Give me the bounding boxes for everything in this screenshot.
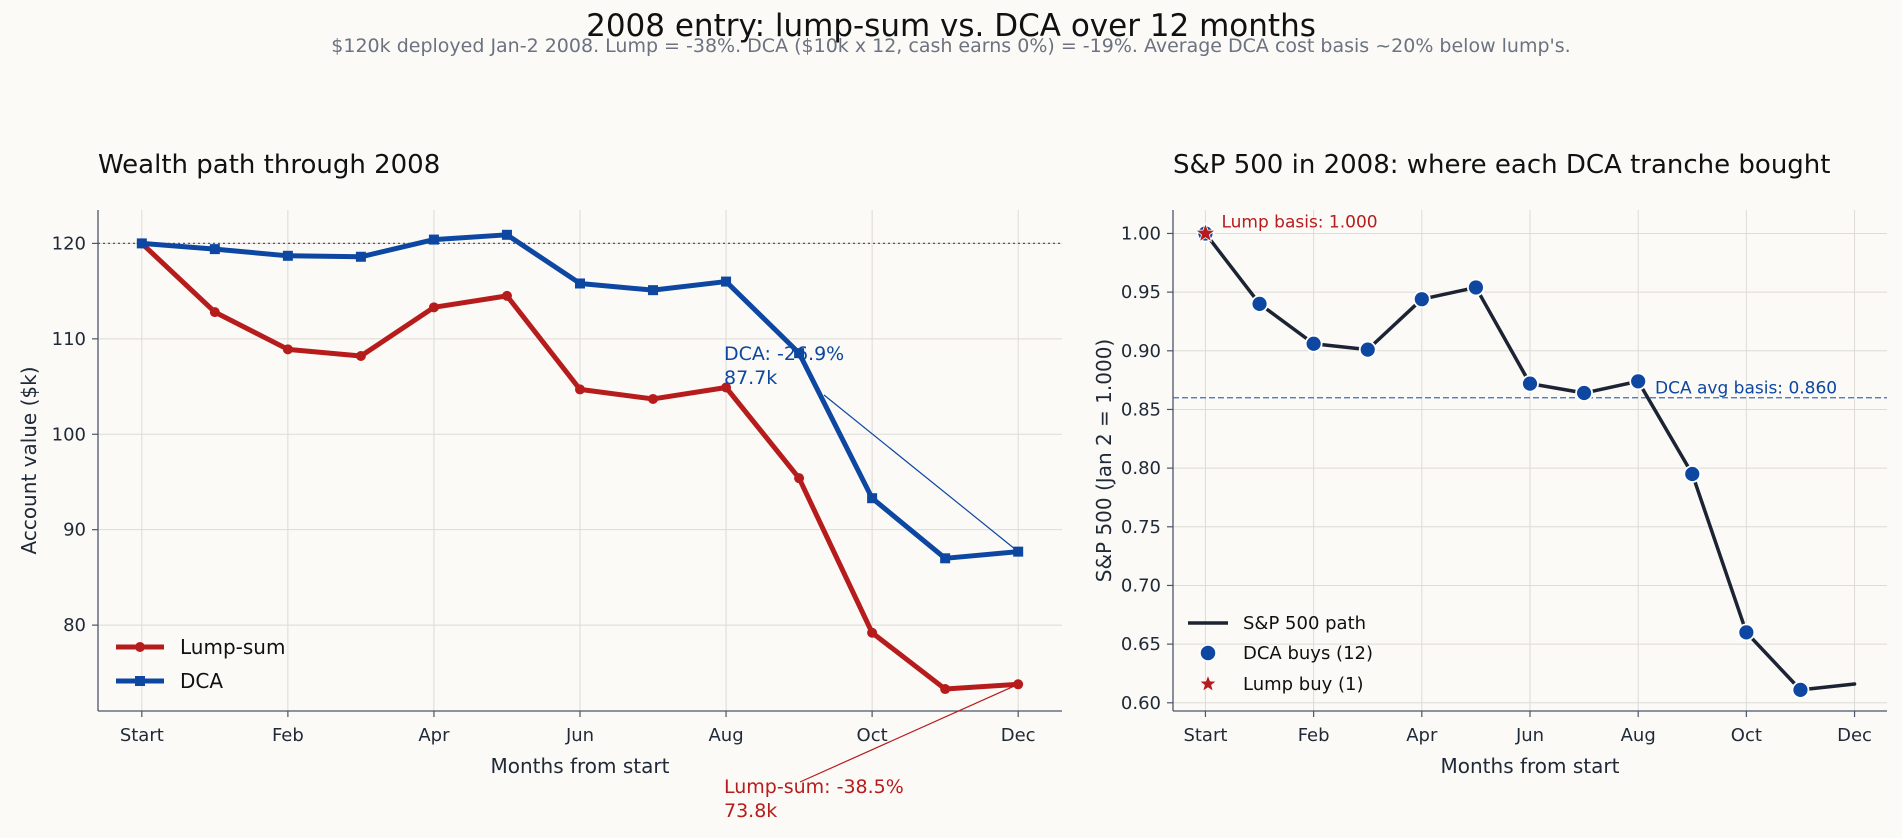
lump-buy-star — [1194, 222, 1217, 243]
left-chart-point-dca — [355, 251, 366, 262]
left-chart-y-axis-label: Account value ($k) — [17, 366, 41, 554]
legend-marker-dca — [135, 676, 145, 686]
left-chart-point-lump — [794, 473, 805, 484]
left-chart-point-lump — [209, 307, 220, 318]
left-chart-plot: DCA: -26.9%87.7k Lump-sum: -38.5%73.8k — [98, 229, 1062, 822]
left-chart-point-lump — [721, 382, 732, 393]
left-chart-point-dca — [501, 229, 512, 240]
left-chart-point-lump — [867, 627, 878, 638]
left-chart-title: Wealth path through 2008 — [98, 150, 441, 180]
right-legend-label: S&P 500 path — [1243, 613, 1366, 634]
legend-label-dca: DCA — [180, 669, 223, 693]
left-chart-point-dca — [282, 250, 293, 261]
right-chart-x-axis-label: Months from start — [1441, 754, 1620, 778]
left-chart-axes: Start Feb Apr Jun Aug Oct Dec 80 90 100 110 120 Mont… — [17, 210, 1062, 778]
legend-marker-lump-buy — [1198, 673, 1218, 693]
dca-buy-point — [1467, 278, 1485, 297]
left-chart-annotation-dca: DCA: -26.9% — [724, 343, 844, 365]
figure-subtitle: $120k deployed Jan-2 2008. Lump = -38%. … — [331, 35, 1571, 57]
right-chart-axes: Start Feb Apr Jun Aug Oct Dec 0.60 0.65 0.70 0.75 0… — [1092, 210, 1887, 778]
dca-buy-point — [1791, 680, 1810, 699]
left-chart-point-dca — [721, 276, 732, 287]
right-chart-y-tick-label: 0.75 — [1121, 517, 1161, 538]
dca-buy-point — [1521, 374, 1539, 393]
right-chart-y-tick-label: 0.85 — [1121, 399, 1161, 420]
right-chart-plot: DCA avg basis: 0.860 Lump basis: 1.000 — [1173, 212, 1887, 699]
right-chart-title: S&P 500 in 2008: where each DCA tranche … — [1173, 150, 1831, 180]
dca-buy-point — [1737, 623, 1756, 642]
left-chart-point-lump — [940, 684, 951, 695]
left-chart-x-tick-label: Apr — [418, 725, 450, 746]
left-chart-point-lump — [648, 393, 659, 404]
right-chart-x-tick-label: Dec — [1837, 725, 1872, 746]
left-chart-y-tick-label: 80 — [63, 615, 86, 636]
left-chart-x-tick-label: Dec — [1001, 725, 1036, 746]
dca-buy-point — [1629, 372, 1648, 391]
dca-buy-point — [1250, 294, 1269, 313]
right-legend-label: DCA buys (12) — [1243, 643, 1373, 664]
legend-marker-lump — [135, 642, 145, 652]
left-chart-point-dca — [648, 285, 659, 296]
left-chart-point-lump — [501, 290, 512, 301]
dca-buy-point — [1575, 384, 1593, 402]
legend-marker-dca-buys — [1199, 644, 1217, 662]
right-chart-x-tick-label: Feb — [1298, 725, 1330, 746]
left-chart-point-dca — [575, 278, 585, 289]
right-chart-legend: S&P 500 path DCA buys (12) Lump buy (1) — [1188, 613, 1373, 695]
right-chart-y-tick-label: 0.60 — [1121, 693, 1161, 714]
dca-avg-basis-label: DCA avg basis: 0.860 — [1655, 379, 1837, 399]
left-chart-point-lump — [575, 384, 585, 395]
left-chart-y-tick-label: 120 — [52, 233, 86, 254]
left-chart-annotation-dca: 87.7k — [724, 367, 777, 389]
left-chart-legend: Lump-sum DCA — [116, 635, 285, 693]
left-chart-point-lump — [355, 351, 366, 362]
right-chart-x-tick-label: Oct — [1731, 725, 1762, 746]
dca-buy-point — [1358, 340, 1377, 359]
right-chart-y-tick-label: 0.90 — [1121, 341, 1161, 362]
dca-buy-point — [1304, 334, 1323, 353]
left-chart-point-dca — [428, 234, 439, 245]
left-chart-point-dca — [794, 348, 805, 359]
left-chart-annotation-lump: 73.8k — [724, 800, 777, 822]
left-chart-x-tick-label: Jun — [565, 725, 594, 746]
left-chart-point-dca — [209, 244, 220, 255]
right-chart-y-tick-label: 0.80 — [1121, 458, 1161, 479]
left-chart-annotation-leader-lump — [799, 683, 1019, 783]
right-chart-x-tick-label: Start — [1183, 725, 1227, 746]
left-chart-point-dca — [867, 493, 878, 504]
dca-buy-point — [1683, 465, 1702, 483]
right-chart-y-tick-label: 1.00 — [1121, 223, 1161, 244]
right-chart-x-tick-label: Aug — [1621, 725, 1656, 746]
left-chart-x-tick-label: Start — [120, 725, 164, 746]
left-chart-y-tick-label: 100 — [52, 424, 86, 445]
right-chart-y-tick-label: 0.95 — [1121, 282, 1161, 303]
lump-basis-label: Lump basis: 1.000 — [1221, 212, 1377, 232]
right-chart-x-tick-label: Apr — [1406, 725, 1438, 746]
left-chart-x-tick-label: Feb — [272, 725, 304, 746]
legend-label-lump: Lump-sum — [180, 635, 285, 659]
left-chart-annotation-lump: Lump-sum: -38.5% — [724, 776, 904, 798]
right-chart-y-tick-label: 0.70 — [1121, 575, 1161, 596]
right-chart-y-axis-label: S&P 500 (Jan 2 = 1.000) — [1092, 339, 1116, 583]
dca-buy-point — [1412, 290, 1431, 309]
left-chart-x-axis-label: Months from start — [491, 754, 670, 778]
left-chart-point-lump — [282, 344, 293, 355]
right-legend-label: Lump buy (1) — [1243, 674, 1364, 695]
figure-title: 2008 entry: lump-sum vs. DCA over 12 mon… — [586, 8, 1316, 44]
left-chart-x-tick-label: Aug — [708, 725, 743, 746]
left-chart-y-tick-label: 90 — [63, 520, 86, 541]
left-chart-y-tick-label: 110 — [52, 329, 86, 350]
right-chart-y-tick-label: 0.65 — [1121, 634, 1161, 655]
left-chart-point-dca — [136, 238, 147, 249]
right-chart-x-tick-label: Jun — [1515, 725, 1544, 746]
left-chart-annotation-leader-dca — [823, 394, 1019, 553]
left-chart-point-dca — [940, 553, 951, 564]
left-chart-point-lump — [428, 302, 439, 313]
left-chart-x-tick-label: Oct — [857, 725, 888, 746]
